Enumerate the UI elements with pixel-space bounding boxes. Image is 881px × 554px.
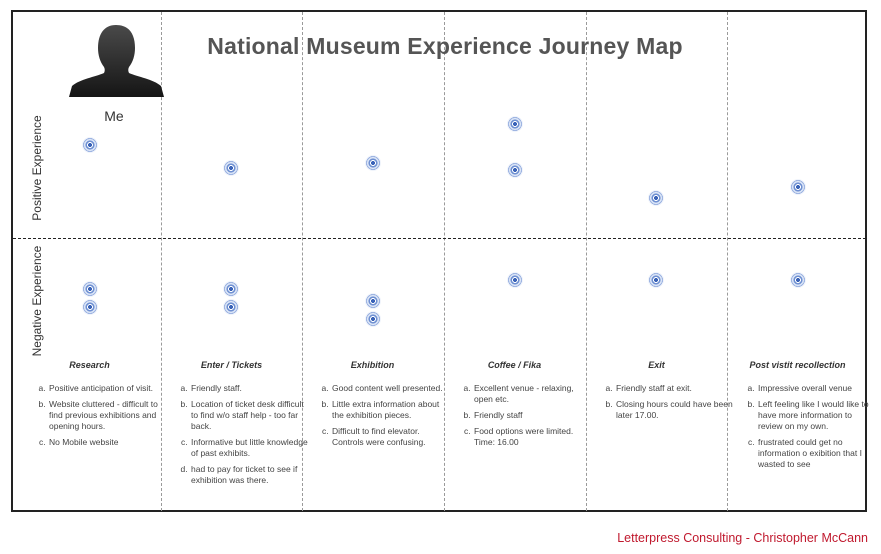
note-item: Little extra information about the exhib… [331,399,451,421]
negative-experience-point [223,299,240,316]
stage-notes-coffee-fika: Excellent venue - relaxing, open etc. Fr… [455,383,593,453]
negative-axis-label: Negative Experience [30,245,44,357]
stage-notes-exit: Friendly staff at exit. Closing hours co… [597,383,735,426]
negative-experience-point [365,293,381,310]
negative-experience-point [365,311,381,328]
negative-experience-point [81,281,98,298]
persona-avatar-icon [69,25,164,97]
stage-label-post-visit: Post vistit recollection [749,360,846,370]
stage-label-exhibition: Exhibition [350,360,395,370]
negative-experience-point [648,272,665,289]
negative-experience-point [789,272,806,289]
positive-experience-point [506,162,523,178]
journey-map-frame [11,10,867,512]
note-item: No Mobile website [48,437,168,448]
positive-experience-point [365,154,381,171]
positive-experience-point [506,116,523,132]
note-item: had to pay for ticket to see if exhibiti… [190,464,310,486]
stage-notes-post-visit: Impressive overall venue Left feeling li… [739,383,877,475]
negative-experience-point [81,299,98,316]
note-item: Closing hours could have been later 17.0… [615,399,735,421]
note-item: Positive anticipation of visit. [48,383,168,394]
note-item: Friendly staff. [190,383,310,394]
stage-label-coffee-fika: Coffee / Fika [487,360,542,370]
positive-axis-label: Positive Experience [30,115,44,221]
note-item: Left feeling like I would like to have m… [757,399,877,432]
negative-experience-point [506,272,523,289]
page-title: National Museum Experience Journey Map [207,33,683,59]
positive-experience-point [648,189,665,206]
note-item: Website cluttered - difficult to find pr… [48,399,168,432]
note-item: Informative but little knowledge of past… [190,437,310,459]
note-item: Friendly staff at exit. [615,383,735,394]
positive-experience-point [789,178,806,195]
note-item: Good content well presented. [331,383,451,394]
note-item: Difficult to find elevator. Controls wer… [331,426,451,448]
positive-experience-point [223,160,240,177]
note-item: Friendly staff [473,410,593,421]
positive-experience-point [81,137,98,154]
note-item: Location of ticket desk difficult to fin… [190,399,310,432]
footer-credit: Letterpress Consulting - Christopher McC… [617,531,868,545]
stage-notes-enter-tickets: Friendly staff. Location of ticket desk … [172,383,310,491]
stage-notes-research: Positive anticipation of visit. Website … [30,383,168,453]
note-item: Excellent venue - relaxing, open etc. [473,383,593,405]
stage-notes-exhibition: Good content well presented. Little extr… [313,383,451,453]
note-item: Food options were limited. Time: 16.00 [473,426,593,448]
experience-baseline [13,238,866,239]
stage-divider [302,12,303,511]
stage-label-exit: Exit [648,360,665,370]
stage-divider [586,12,587,511]
stage-label-enter-tickets: Enter / Tickets [200,360,263,370]
negative-experience-point [223,281,240,298]
stage-divider [161,12,162,511]
stage-divider [727,12,728,511]
stage-divider [444,12,445,511]
note-item: frustrated could get no information o ex… [757,437,877,470]
stage-label-research: Research [69,360,110,370]
persona-label: Me [104,108,124,124]
note-item: Impressive overall venue [757,383,877,394]
